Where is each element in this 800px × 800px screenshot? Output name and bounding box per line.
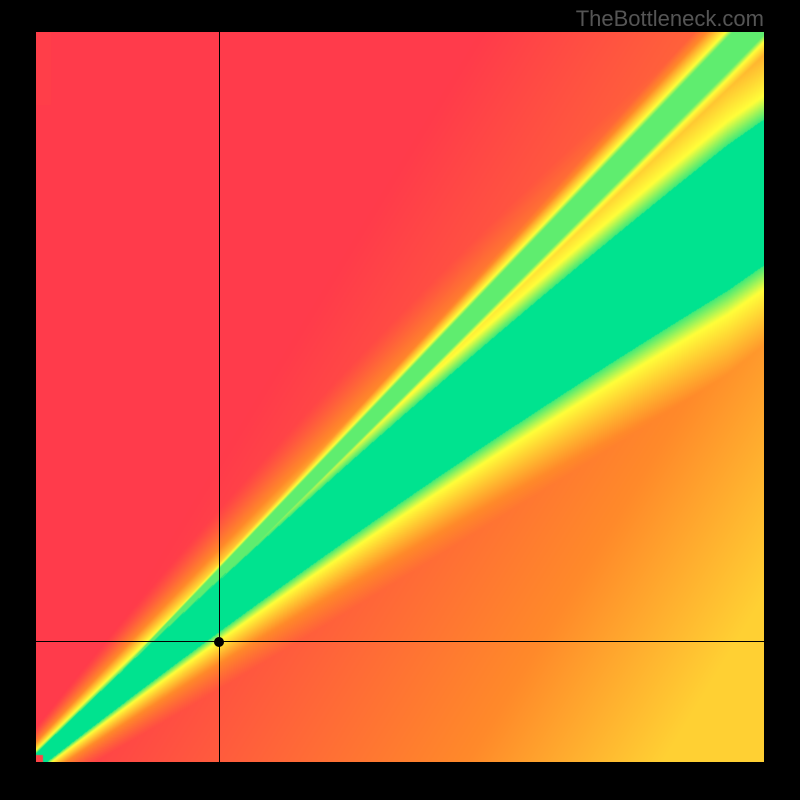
- chart-container: TheBottleneck.com: [0, 0, 800, 800]
- crosshair-horizontal: [36, 641, 764, 642]
- watermark-text: TheBottleneck.com: [576, 6, 764, 32]
- plot-area: [36, 32, 764, 762]
- heatmap-canvas: [36, 32, 764, 762]
- crosshair-point: [214, 637, 224, 647]
- crosshair-vertical: [219, 32, 220, 762]
